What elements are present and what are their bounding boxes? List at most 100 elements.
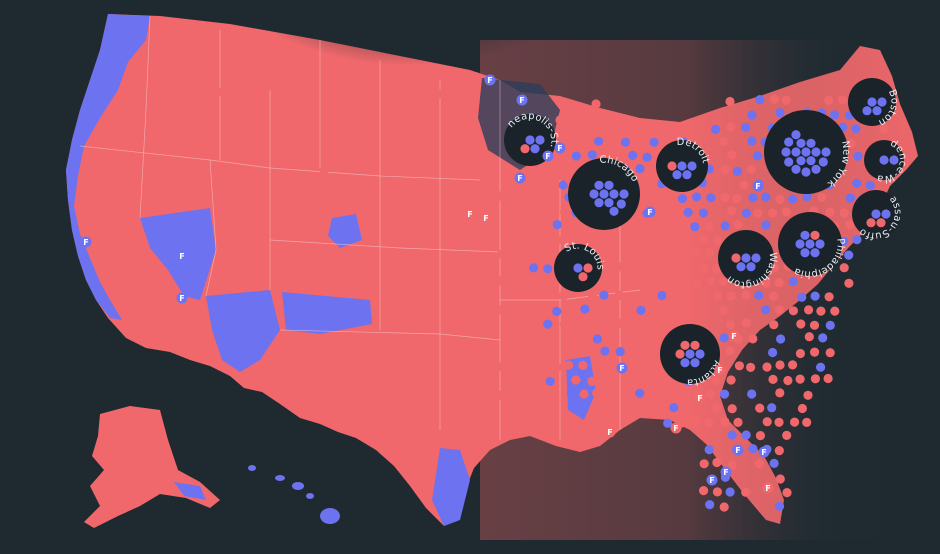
f-marker-dot <box>176 250 188 262</box>
f-marker-label: F <box>557 144 562 153</box>
district-dot <box>587 376 597 386</box>
district-dot <box>797 403 808 414</box>
district-dot <box>775 194 785 204</box>
metro-district-dot <box>781 147 791 157</box>
district-dot <box>566 389 576 399</box>
district-dot <box>501 262 511 272</box>
district-dot <box>691 416 701 426</box>
district-dot <box>559 207 570 217</box>
district-dot <box>524 249 534 259</box>
f-marker-dot <box>80 236 92 248</box>
district-dot <box>768 208 778 218</box>
district-dot <box>669 207 679 217</box>
f-marker: F <box>484 74 496 86</box>
metro-district-dot <box>583 263 593 273</box>
f-marker-dot <box>758 446 770 458</box>
f-marker-label: F <box>519 96 524 105</box>
district-dot <box>529 263 539 273</box>
f-marker: F <box>670 422 682 434</box>
district-dot <box>825 320 835 330</box>
f-marker-dot <box>176 292 188 304</box>
district-dot <box>816 306 826 316</box>
district-dot <box>429 207 439 217</box>
f-marker: F <box>728 330 740 342</box>
district-dot <box>839 263 849 273</box>
district-dot <box>545 376 555 386</box>
district-dot <box>726 291 736 301</box>
district-dot <box>555 115 565 125</box>
district-dot <box>413 263 423 273</box>
f-marker-dot <box>670 422 682 434</box>
f-marker-label: F <box>755 182 760 191</box>
district-dot <box>692 278 703 288</box>
f-marker-dot <box>514 172 526 184</box>
district-dot <box>502 234 512 244</box>
metro-district-dot <box>682 170 692 180</box>
f-marker: F <box>480 212 492 224</box>
district-dot <box>571 151 581 161</box>
f-marker-dot <box>732 444 744 456</box>
district-dot <box>592 334 603 344</box>
district-dot <box>818 333 828 343</box>
district-dot <box>790 417 800 427</box>
district-dot <box>648 222 658 232</box>
f-marker-label: F <box>765 484 770 493</box>
district-dot <box>767 403 777 413</box>
f-marker: F <box>516 94 528 106</box>
district-dot <box>747 136 757 146</box>
metro-district-dot <box>530 144 540 154</box>
metro-district-dot <box>695 349 705 359</box>
metro-district-dot <box>616 199 626 209</box>
district-dot <box>844 278 854 288</box>
metro-district-dot <box>871 209 881 219</box>
district-dot <box>761 220 771 230</box>
metro-district-dot <box>867 97 877 107</box>
metro-district-dot <box>811 164 821 174</box>
district-dot <box>635 388 645 398</box>
southwest-blue <box>206 290 280 372</box>
district-dot <box>768 347 778 358</box>
district-dot <box>571 375 581 385</box>
district-dot <box>747 110 757 120</box>
metro-district-dot <box>881 209 891 219</box>
district-dot <box>719 333 729 343</box>
district-dot <box>741 487 751 497</box>
district-dot <box>781 207 791 217</box>
district-dot <box>635 164 645 174</box>
f-marker: F <box>762 482 774 494</box>
district-dot <box>719 136 729 147</box>
district-dot <box>719 389 730 399</box>
district-dot <box>649 361 660 371</box>
f-marker-dot <box>616 362 628 374</box>
f-marker: F <box>514 172 526 184</box>
district-dot <box>761 305 771 315</box>
district-dot <box>726 122 736 132</box>
district-dot <box>825 207 835 217</box>
f-marker-label: F <box>619 364 624 373</box>
f-marker: F <box>542 150 554 162</box>
pacific-coast-blue <box>66 14 150 320</box>
district-dot <box>748 193 758 203</box>
district-dot <box>712 403 722 413</box>
district-dot <box>627 375 637 385</box>
district-dot <box>804 305 814 315</box>
district-dot <box>774 305 784 315</box>
district-dot <box>455 151 465 161</box>
district-dot <box>837 95 848 105</box>
district-dot <box>642 179 653 189</box>
district-dot <box>725 320 736 330</box>
district-dot <box>711 124 721 134</box>
district-dot <box>552 306 562 316</box>
f-marker-dot <box>762 482 774 494</box>
district-dot <box>775 108 785 118</box>
district-dot <box>641 234 652 244</box>
district-dot <box>718 277 728 287</box>
district-dot <box>816 362 826 372</box>
district-dot <box>706 193 716 203</box>
f-marker-label: F <box>545 152 550 161</box>
district-dot <box>523 332 533 342</box>
metro-district-dot <box>589 189 599 199</box>
district-dot <box>711 376 721 386</box>
district-dot <box>817 192 827 202</box>
f-marker-label: F <box>697 394 702 403</box>
